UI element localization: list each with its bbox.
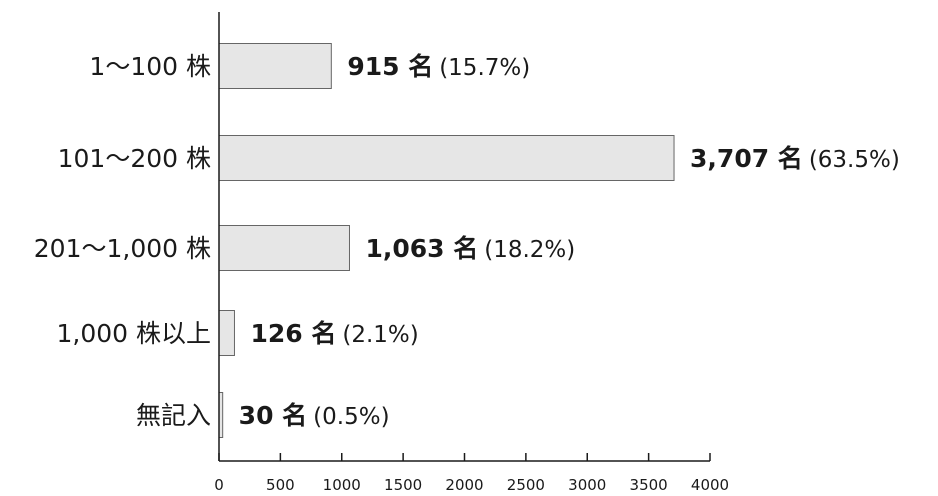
data-label-percent: (15.7%): [439, 55, 530, 81]
x-tick-label: 2000: [445, 476, 483, 494]
category-label: 201〜1,000 株: [34, 234, 211, 263]
x-tick-label: 3500: [630, 476, 668, 494]
x-tick-label: 4000: [691, 476, 729, 494]
category-label: 101〜200 株: [58, 144, 211, 173]
data-label-percent: (2.1%): [342, 322, 418, 348]
bar: [218, 225, 350, 271]
x-tick-label: 3000: [568, 476, 606, 494]
category-label: 1,000 株以上: [56, 319, 211, 348]
x-tick-label: 500: [266, 476, 295, 494]
data-label-percent: (0.5%): [313, 404, 389, 430]
x-tick-label: 1000: [323, 476, 361, 494]
x-tick-label: 2500: [507, 476, 545, 494]
data-label-count: 126 名: [250, 319, 336, 348]
bar: [218, 135, 675, 181]
x-tick-label: 1500: [384, 476, 422, 494]
bar: [218, 43, 332, 89]
bar: [218, 310, 235, 356]
data-label-count: 1,063 名: [365, 234, 478, 263]
data-label-percent: (63.5%): [809, 147, 900, 173]
data-label-percent: (18.2%): [484, 237, 575, 263]
data-label-count: 30 名: [239, 401, 308, 430]
data-label-count: 915 名: [347, 52, 433, 81]
category-label: 1〜100 株: [89, 52, 211, 81]
category-label: 無記入: [136, 401, 211, 430]
data-label-count: 3,707 名: [690, 144, 803, 173]
x-tick-label: 0: [214, 476, 224, 494]
